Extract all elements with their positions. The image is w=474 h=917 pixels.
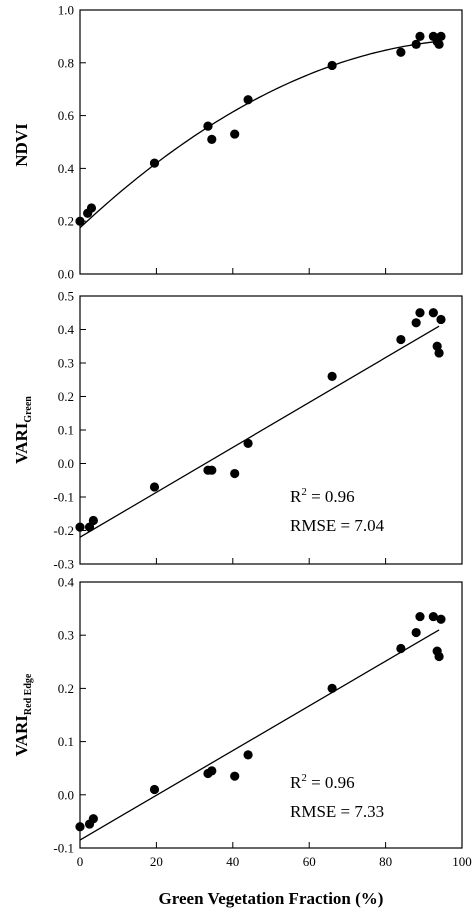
data-point: [75, 522, 85, 532]
x-tick-label: 0: [77, 854, 84, 869]
data-point: [75, 216, 85, 226]
superscript: 2: [301, 486, 307, 498]
y-tick-label: 0.2: [58, 214, 74, 229]
data-point: [88, 515, 98, 526]
data-point: [149, 784, 160, 795]
y-tick-label: 0.5: [58, 289, 74, 304]
x-tick-label: 80: [379, 854, 392, 869]
x-tick-label: 40: [226, 854, 239, 869]
data-point: [396, 334, 406, 345]
x-tick-label: 20: [150, 854, 163, 869]
regression-line: [79, 629, 440, 841]
x-axis-label: Green Vegetation Fraction (%): [159, 889, 384, 908]
regression-line: [79, 325, 440, 538]
data-point: [75, 822, 85, 832]
data-point: [434, 651, 444, 662]
data-point: [207, 134, 217, 144]
y-tick-label: 0.4: [58, 322, 75, 337]
data-point: [243, 750, 253, 760]
data-point: [88, 814, 98, 824]
superscript: 2: [301, 772, 307, 784]
data-point: [207, 766, 217, 776]
y-tick-label: 0.3: [58, 628, 74, 643]
data-point: [230, 129, 240, 139]
data-point: [230, 468, 240, 479]
data-point: [230, 771, 240, 781]
data-point: [436, 314, 446, 325]
data-point: [434, 39, 444, 49]
y-tick-label: 0.2: [58, 681, 74, 696]
y-axis-label: VARIGreen: [12, 396, 34, 464]
y-tick-label: 0.8: [58, 55, 74, 70]
data-point: [411, 627, 421, 638]
data-point: [396, 643, 406, 654]
data-point: [415, 31, 425, 41]
data-point: [327, 683, 337, 694]
data-point: [203, 121, 213, 131]
plot-frame: [79, 581, 463, 849]
vari-green-panel: -0.3 -0.2 -0.1 0.0 0.1 0.2 0.3 0.4 0.5 VARIGreen R…: [12, 289, 463, 572]
y-tick-label: 0.1: [58, 734, 74, 749]
y-tick-label: -0.2: [53, 523, 74, 538]
stat-annotation: R2 = 0.96: [290, 772, 355, 792]
annotation-value: = 0.96: [307, 773, 355, 792]
y-tick-label: 0.6: [58, 108, 75, 123]
data-point: [327, 371, 337, 381]
y-axis-label: NDVI: [12, 123, 31, 167]
regression-curve: [79, 40, 440, 229]
x-tick-label: 60: [303, 854, 316, 869]
ndvi-panel: 0.0 0.2 0.4 0.6 0.8 1.0 NDVI: [12, 3, 463, 282]
data-point: [149, 482, 160, 492]
y-tick-label: -0.1: [53, 490, 74, 505]
y-tick-label: 0.0: [58, 787, 74, 802]
y-axis-label-subscript: Red Edge: [23, 673, 34, 715]
data-point: [411, 39, 421, 49]
y-tick-label: -0.1: [53, 841, 74, 856]
data-point: [149, 158, 160, 168]
y-tick-label: 0.0: [58, 456, 74, 471]
data-point: [207, 465, 217, 475]
data-point: [411, 318, 421, 328]
stat-annotation: RMSE = 7.04: [290, 516, 385, 535]
y-axis-label-subscript: Green: [23, 396, 34, 423]
data-point: [243, 95, 253, 105]
data-point: [86, 203, 97, 213]
data-point: [428, 611, 438, 622]
data-point: [428, 308, 438, 318]
y-tick-label: 0.4: [58, 161, 75, 176]
y-tick-label: -0.3: [53, 557, 74, 572]
data-point: [415, 308, 425, 318]
y-tick-label: 0.2: [58, 389, 74, 404]
annotation-value: = 0.96: [307, 487, 355, 506]
y-tick-label: 0.1: [58, 423, 74, 438]
y-axis-label: VARIRed Edge: [12, 673, 34, 756]
y-tick-label: 0.4: [58, 575, 75, 590]
data-point: [415, 611, 425, 622]
data-point: [434, 348, 444, 358]
plot-frame: [79, 9, 463, 275]
plot-frame: [79, 295, 463, 565]
data-point: [396, 47, 406, 57]
data-point: [243, 438, 253, 448]
data-point: [436, 614, 446, 624]
stat-annotation: RMSE = 7.33: [290, 802, 384, 821]
y-tick-label: 0.3: [58, 356, 74, 371]
y-tick-label: 1.0: [58, 3, 74, 18]
x-tick-label: 100: [452, 854, 472, 869]
data-point: [327, 60, 337, 71]
y-tick-label: 0.0: [58, 267, 74, 282]
stat-annotation: R2 = 0.96: [290, 486, 355, 506]
data-point: [84, 522, 95, 532]
data-point: [436, 31, 446, 41]
vari-red-edge-panel: -0.1 0.0 0.1 0.2 0.3 0.4 0 20 40 60 80 100 VARIRed E…: [12, 575, 472, 870]
